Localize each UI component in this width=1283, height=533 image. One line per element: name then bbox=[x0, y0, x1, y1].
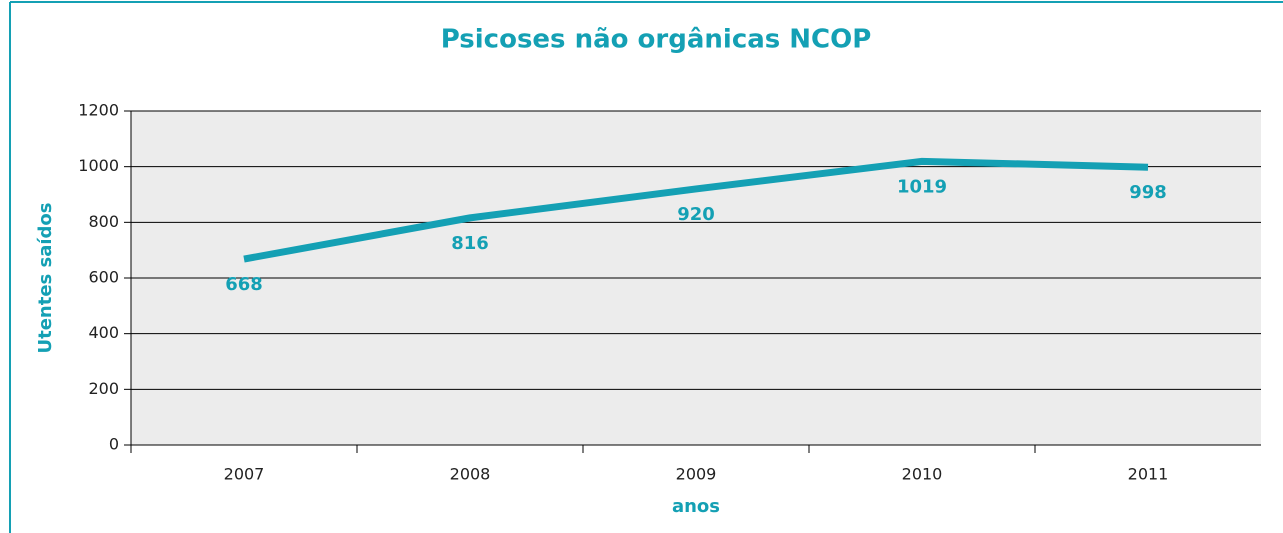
x-axis-label: anos bbox=[672, 496, 720, 517]
x-tick-label: 2011 bbox=[1128, 465, 1169, 484]
y-tick-label: 200 bbox=[88, 379, 119, 398]
y-axis-label: Utentes saídos bbox=[35, 202, 56, 353]
y-tick-label: 600 bbox=[88, 268, 119, 287]
data-label: 920 bbox=[677, 204, 715, 225]
data-label: 816 bbox=[451, 233, 489, 254]
x-tick-label: 2010 bbox=[902, 465, 943, 484]
x-tick-label: 2009 bbox=[676, 465, 717, 484]
chart-title: Psicoses não orgânicas NCOP bbox=[441, 25, 872, 55]
y-tick-label: 400 bbox=[88, 323, 119, 342]
y-tick-label: 1200 bbox=[78, 101, 119, 120]
data-label: 1019 bbox=[897, 176, 947, 197]
data-label: 668 bbox=[225, 274, 263, 295]
x-tick-label: 2007 bbox=[224, 465, 265, 484]
y-tick-label: 800 bbox=[88, 212, 119, 231]
x-tick-label: 2008 bbox=[450, 465, 491, 484]
data-label: 998 bbox=[1129, 182, 1167, 203]
y-tick-label: 0 bbox=[109, 435, 119, 454]
y-tick-label: 1000 bbox=[78, 156, 119, 175]
line-series bbox=[243, 157, 1149, 263]
